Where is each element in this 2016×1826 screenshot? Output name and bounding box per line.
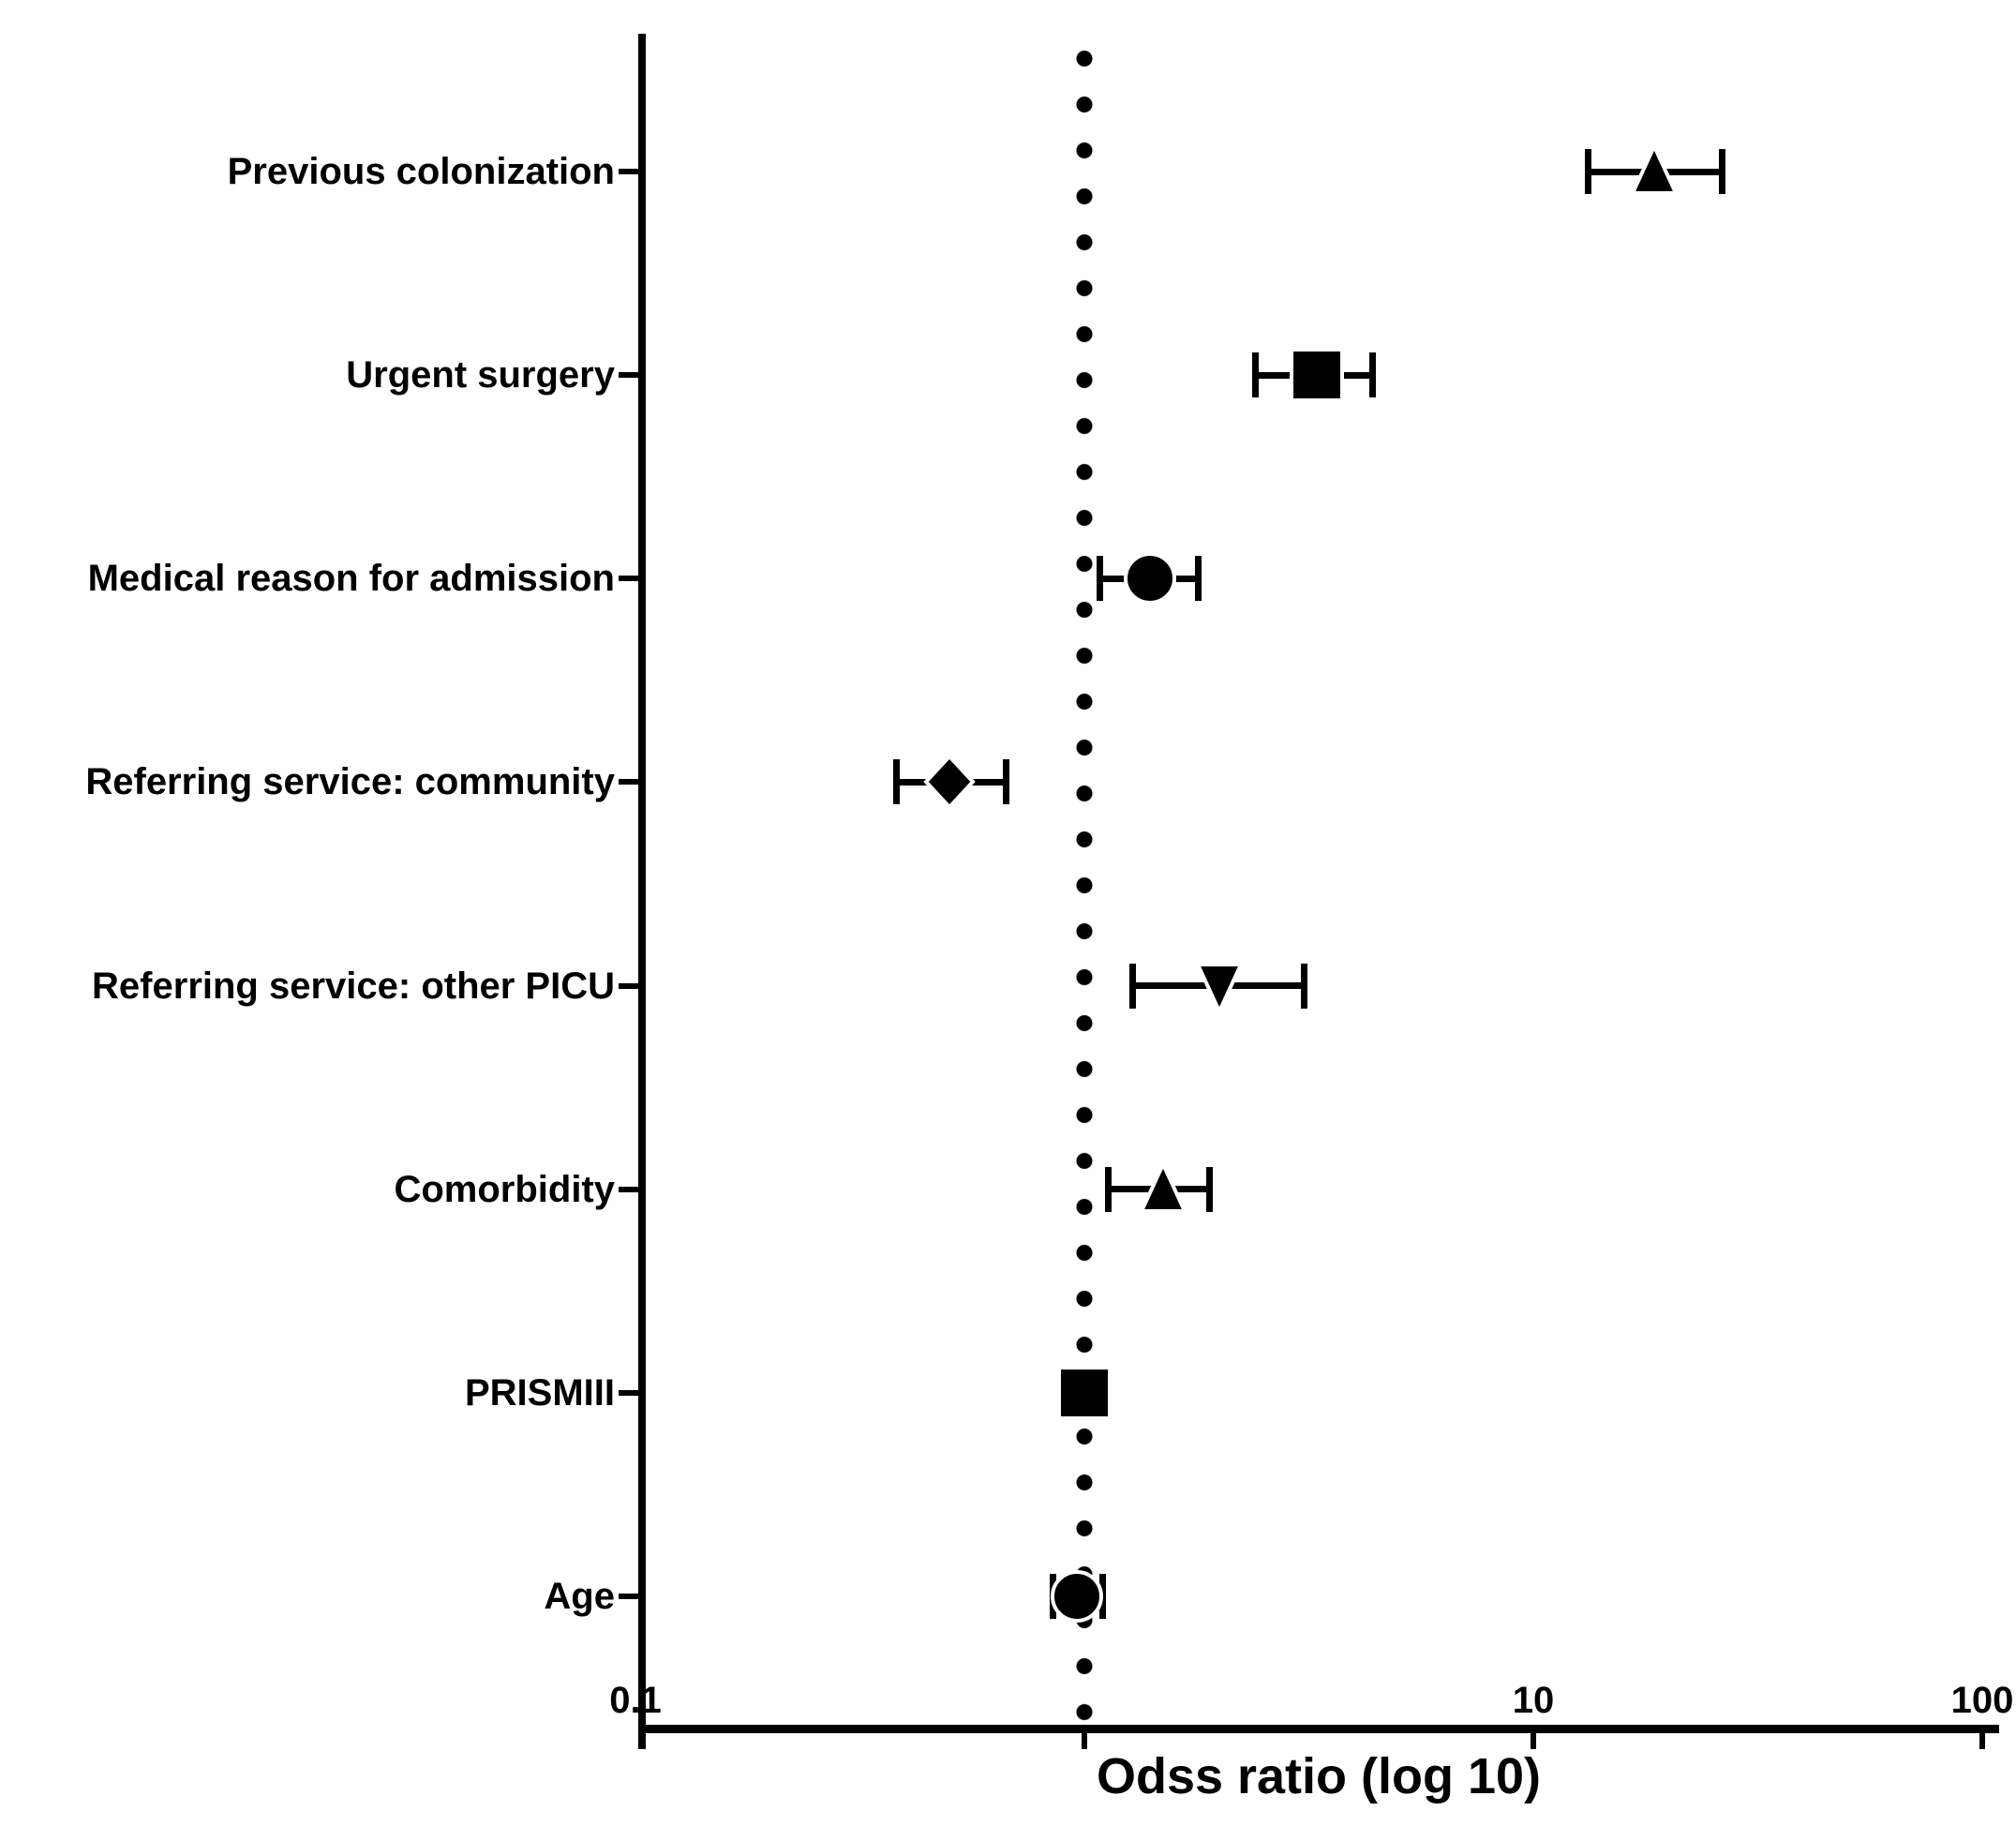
error-bar-cap-left	[1584, 149, 1591, 194]
y-axis-category-tick	[619, 372, 642, 379]
error-bar-cap-left	[1105, 1166, 1113, 1212]
x-axis-tick	[1979, 1726, 1985, 1749]
row-label: PRISMIII	[464, 1371, 615, 1414]
x-axis-line	[638, 1725, 1999, 1733]
error-bar-cap-right	[1718, 149, 1725, 194]
y-axis-line	[638, 34, 646, 1749]
marker-diamond	[921, 754, 978, 811]
row-label: Comorbidity	[394, 1168, 615, 1210]
row-label: Previous colonization	[227, 151, 615, 192]
x-axis-tick	[1531, 1726, 1536, 1749]
x-axis-title: Odss ratio (log 10)	[1096, 1748, 1542, 1804]
y-axis-category-tick	[619, 576, 642, 582]
marker-square	[1289, 347, 1345, 403]
y-axis-category-tick	[619, 1186, 642, 1192]
row-label: Referring service: community	[85, 761, 615, 803]
error-bar-cap-right	[1301, 963, 1308, 1009]
marker-circle	[1049, 1568, 1105, 1624]
error-bar-cap-left	[1129, 963, 1137, 1009]
error-bar-cap-right	[1002, 759, 1009, 805]
y-axis-category-tick	[619, 169, 642, 174]
row-label: Urgent surgery	[346, 354, 615, 397]
error-bar-cap-left	[1097, 556, 1103, 602]
row-label: Referring service: other PICU	[92, 965, 615, 1007]
y-axis-category-tick	[619, 1593, 642, 1599]
x-axis-tick-label: 0.1	[609, 1680, 662, 1721]
marker-circle	[1122, 550, 1178, 606]
marker-triangle-up	[1626, 142, 1682, 200]
reference-line-or-1	[1076, 36, 1093, 1725]
error-bar-cap-left	[892, 759, 900, 805]
y-axis-category-tick	[619, 1389, 642, 1396]
error-bar-cap-right	[1205, 1166, 1213, 1212]
marker-triangle-down	[1191, 958, 1247, 1016]
y-axis-category-tick	[619, 982, 642, 989]
error-bar-cap-right	[1369, 352, 1377, 398]
x-axis-tick-label: 10	[1512, 1680, 1555, 1721]
marker-square	[1056, 1365, 1113, 1421]
row-label: Medical reason for admission	[87, 558, 615, 600]
row-label: Age	[544, 1575, 615, 1617]
y-axis-category-tick	[619, 779, 642, 786]
error-bar-cap-right	[1195, 556, 1202, 602]
x-axis-tick	[1082, 1726, 1087, 1749]
x-axis-tick-label: 100	[1950, 1680, 2014, 1721]
marker-triangle-up	[1135, 1159, 1191, 1218]
error-bar-cap-left	[1252, 352, 1260, 398]
